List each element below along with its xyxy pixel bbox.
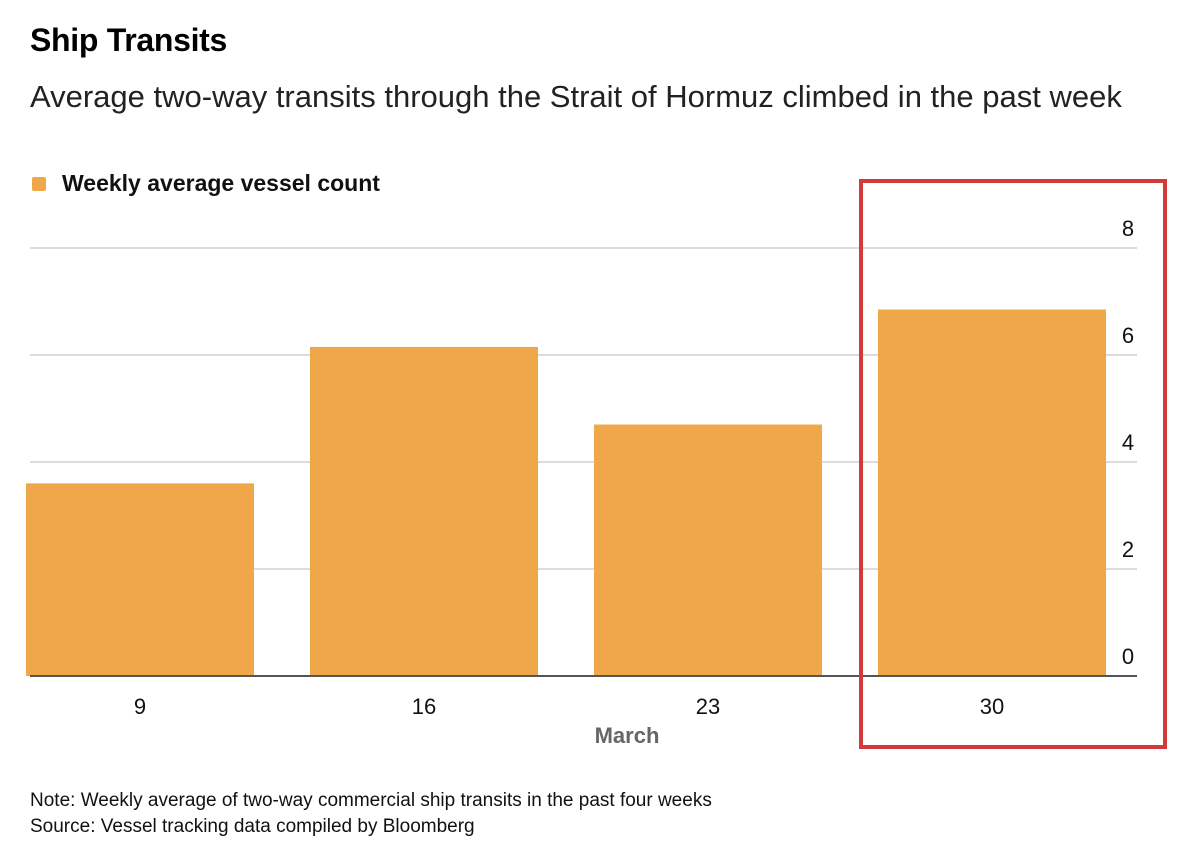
bar-9 bbox=[26, 483, 254, 676]
x-axis-tick-labels: 9 16 23 30 bbox=[134, 694, 1004, 719]
chart-subtitle: Average two-way transits through the Str… bbox=[30, 79, 1122, 114]
note-text: Note: Weekly average of two-way commerci… bbox=[30, 790, 712, 811]
bar-16 bbox=[310, 346, 538, 676]
legend: Weekly average vessel count bbox=[32, 170, 380, 197]
bar-23 bbox=[594, 424, 822, 676]
x-tick-label: 16 bbox=[412, 694, 436, 719]
x-axis-label: March bbox=[595, 723, 660, 748]
legend-label: Weekly average vessel count bbox=[62, 170, 380, 196]
source-text: Source: Vessel tracking data compiled by… bbox=[30, 816, 475, 837]
y-tick-label: 6 bbox=[1122, 323, 1134, 348]
bars bbox=[26, 309, 1106, 676]
x-tick-label: 23 bbox=[696, 694, 720, 719]
x-tick-label: 9 bbox=[134, 694, 146, 719]
highlight-box bbox=[859, 179, 1167, 749]
bar-30 bbox=[878, 309, 1106, 676]
legend-swatch bbox=[32, 176, 46, 191]
y-tick-label: 4 bbox=[1122, 430, 1134, 455]
y-tick-label: 0 bbox=[1122, 644, 1134, 669]
y-axis-tick-labels: 0 2 4 6 8 bbox=[1122, 216, 1134, 669]
y-tick-label: 2 bbox=[1122, 537, 1134, 562]
x-tick-label: 30 bbox=[980, 694, 1004, 719]
footnotes: Note: Weekly average of two-way commerci… bbox=[30, 788, 712, 840]
chart-title: Ship Transits bbox=[30, 22, 228, 58]
y-tick-label: 8 bbox=[1122, 216, 1134, 241]
